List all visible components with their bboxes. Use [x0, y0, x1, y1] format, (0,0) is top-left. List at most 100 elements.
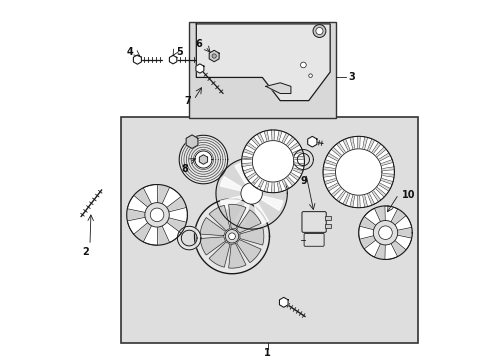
Polygon shape — [236, 240, 261, 263]
Polygon shape — [133, 55, 141, 64]
Polygon shape — [335, 149, 381, 195]
Circle shape — [225, 230, 238, 243]
Polygon shape — [323, 170, 335, 174]
Polygon shape — [358, 206, 411, 260]
Polygon shape — [196, 64, 203, 73]
Polygon shape — [332, 188, 344, 200]
Polygon shape — [323, 136, 394, 208]
Text: 3: 3 — [347, 72, 354, 82]
Polygon shape — [283, 134, 292, 145]
Polygon shape — [380, 162, 393, 168]
Polygon shape — [345, 138, 352, 150]
Polygon shape — [200, 237, 225, 255]
Polygon shape — [253, 177, 262, 188]
Polygon shape — [293, 159, 304, 163]
Polygon shape — [247, 174, 258, 184]
Polygon shape — [283, 177, 292, 188]
Polygon shape — [385, 216, 411, 233]
Circle shape — [300, 62, 305, 68]
Polygon shape — [325, 156, 338, 164]
Polygon shape — [242, 165, 253, 171]
Polygon shape — [279, 131, 285, 143]
Polygon shape — [290, 145, 301, 153]
Polygon shape — [209, 50, 219, 62]
Text: 4: 4 — [127, 48, 134, 58]
Polygon shape — [323, 162, 336, 168]
Polygon shape — [200, 217, 225, 236]
Polygon shape — [194, 199, 269, 274]
Polygon shape — [127, 195, 157, 215]
Polygon shape — [364, 208, 385, 233]
Polygon shape — [157, 187, 181, 215]
Polygon shape — [240, 228, 264, 245]
Polygon shape — [328, 149, 340, 159]
Polygon shape — [364, 233, 385, 257]
Polygon shape — [220, 177, 251, 193]
Polygon shape — [338, 140, 347, 153]
Polygon shape — [376, 149, 388, 159]
Polygon shape — [368, 192, 378, 204]
Bar — [324, 216, 330, 220]
Polygon shape — [359, 136, 364, 149]
Polygon shape — [241, 130, 304, 193]
Bar — [121, 117, 417, 343]
Polygon shape — [127, 215, 157, 234]
Polygon shape — [209, 242, 229, 267]
Polygon shape — [209, 205, 229, 230]
Polygon shape — [338, 192, 347, 204]
Polygon shape — [332, 144, 344, 156]
Polygon shape — [265, 83, 290, 94]
Polygon shape — [236, 210, 261, 233]
Text: 9: 9 — [300, 176, 306, 186]
Text: 8: 8 — [181, 164, 187, 174]
Polygon shape — [345, 194, 352, 207]
Text: 7: 7 — [184, 96, 191, 106]
Bar — [324, 224, 330, 229]
Polygon shape — [384, 233, 397, 260]
Polygon shape — [253, 134, 262, 145]
Bar — [189, 22, 335, 118]
Polygon shape — [292, 165, 304, 171]
Circle shape — [212, 54, 216, 58]
Polygon shape — [287, 174, 297, 184]
Polygon shape — [376, 184, 388, 195]
Polygon shape — [143, 185, 158, 215]
Polygon shape — [252, 141, 293, 182]
Polygon shape — [266, 130, 271, 141]
Polygon shape — [325, 180, 338, 189]
Circle shape — [228, 233, 235, 240]
Polygon shape — [266, 182, 271, 193]
Polygon shape — [228, 244, 245, 268]
Polygon shape — [307, 136, 316, 147]
Polygon shape — [364, 194, 371, 207]
Polygon shape — [251, 193, 268, 225]
Polygon shape — [216, 158, 287, 229]
Polygon shape — [385, 233, 411, 250]
Polygon shape — [244, 170, 255, 178]
Text: 2: 2 — [82, 247, 89, 257]
Circle shape — [372, 220, 397, 245]
Polygon shape — [372, 144, 384, 156]
Circle shape — [312, 24, 325, 37]
Polygon shape — [279, 297, 287, 307]
Polygon shape — [241, 159, 252, 163]
Polygon shape — [234, 193, 251, 225]
Circle shape — [308, 74, 312, 77]
Polygon shape — [177, 226, 201, 250]
Polygon shape — [157, 215, 181, 243]
Polygon shape — [323, 175, 336, 182]
Polygon shape — [287, 139, 297, 149]
Polygon shape — [372, 188, 384, 200]
Polygon shape — [251, 193, 282, 210]
Text: 1: 1 — [264, 348, 270, 358]
Polygon shape — [381, 170, 394, 174]
Text: 10: 10 — [401, 190, 414, 200]
Polygon shape — [195, 151, 212, 168]
Polygon shape — [228, 204, 245, 229]
Polygon shape — [157, 207, 187, 222]
Text: 5: 5 — [176, 48, 183, 58]
Circle shape — [241, 183, 262, 204]
Polygon shape — [143, 215, 158, 245]
Circle shape — [315, 27, 323, 35]
Polygon shape — [368, 140, 378, 153]
